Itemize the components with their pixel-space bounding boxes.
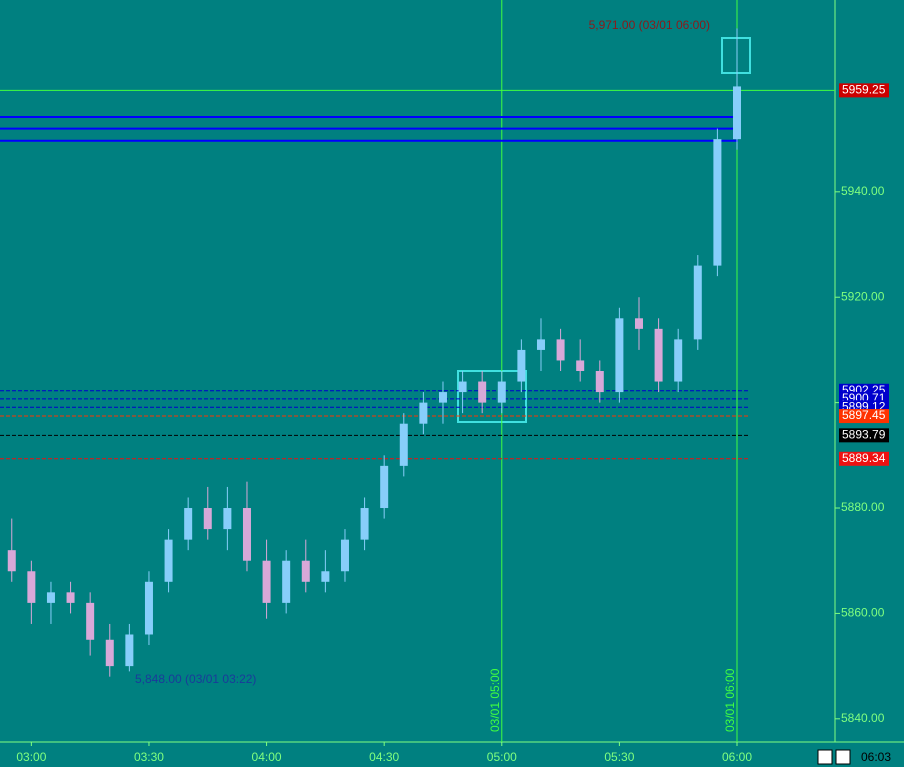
price-label: 5959.25 <box>842 83 886 97</box>
x-tick-label: 05:00 <box>487 750 517 764</box>
high-annotation: 5,971.00 (03/01 06:00) <box>589 18 710 32</box>
price-label-box <box>839 409 889 424</box>
price-label: 5889.34 <box>842 451 886 465</box>
zoom-button[interactable] <box>835 749 851 765</box>
candle-body <box>634 318 643 329</box>
candle-body <box>105 639 114 667</box>
candle-body <box>458 381 467 393</box>
candle-body <box>576 360 585 371</box>
candle-body <box>340 539 349 572</box>
highlight-box <box>721 37 751 74</box>
price-label-box <box>839 428 889 443</box>
candle-body <box>654 328 663 382</box>
x-tick-label: 06:00 <box>722 750 752 764</box>
candle-body <box>242 508 251 561</box>
crosshair-label: 03/01 05:00 <box>488 668 502 732</box>
crosshair-label: 03/01 06:00 <box>723 668 737 732</box>
y-tick-label: 5880.00 <box>841 500 885 514</box>
candle-body <box>380 465 389 509</box>
candle-body <box>46 592 55 603</box>
low-annotation: 5,848.00 (03/01 03:22) <box>135 672 256 686</box>
candle-body <box>595 371 604 393</box>
candle-body <box>478 381 487 403</box>
y-tick-label: 5940.00 <box>841 184 885 198</box>
candle-body <box>321 571 330 582</box>
candle-body <box>184 508 193 540</box>
candle-body <box>360 508 369 540</box>
y-tick-label: 5860.00 <box>841 606 885 620</box>
draw-tool-button[interactable] <box>817 749 833 765</box>
candle-body <box>536 339 545 350</box>
candle-body <box>144 581 153 635</box>
candle-body <box>203 508 212 530</box>
candle-body <box>556 339 565 361</box>
candle-body <box>732 86 741 140</box>
candle-body <box>7 550 16 572</box>
candle-body <box>674 339 683 382</box>
x-tick-label: 04:00 <box>252 750 282 764</box>
candle-body <box>27 571 36 603</box>
candle-body <box>615 318 624 393</box>
candle-body <box>262 560 271 603</box>
candle-body <box>517 349 526 382</box>
candle-body <box>66 592 75 603</box>
price-label: 5893.79 <box>842 428 886 442</box>
candle-body <box>164 539 173 582</box>
price-label-box <box>839 451 889 466</box>
highlight-box <box>457 370 527 423</box>
candle-body <box>497 381 506 403</box>
y-tick-label: 5920.00 <box>841 289 885 303</box>
x-tick-label: 04:30 <box>369 750 399 764</box>
candle-body <box>399 423 408 466</box>
candle-body <box>282 560 291 603</box>
candle-body <box>86 602 95 640</box>
price-label-box <box>839 83 889 98</box>
clock: 06:03 <box>861 750 891 764</box>
candle-body <box>125 634 134 667</box>
candle-body <box>419 402 428 424</box>
candle-body <box>693 265 702 340</box>
x-tick-label: 03:30 <box>134 750 164 764</box>
price-label: 5897.45 <box>842 408 886 422</box>
candle-body <box>223 508 232 530</box>
candle-body <box>438 392 447 403</box>
y-tick-label: 5840.00 <box>841 711 885 725</box>
candle-body <box>713 139 722 266</box>
candle-body <box>301 560 310 582</box>
x-tick-label: 05:30 <box>604 750 634 764</box>
x-tick-label: 03:00 <box>16 750 46 764</box>
